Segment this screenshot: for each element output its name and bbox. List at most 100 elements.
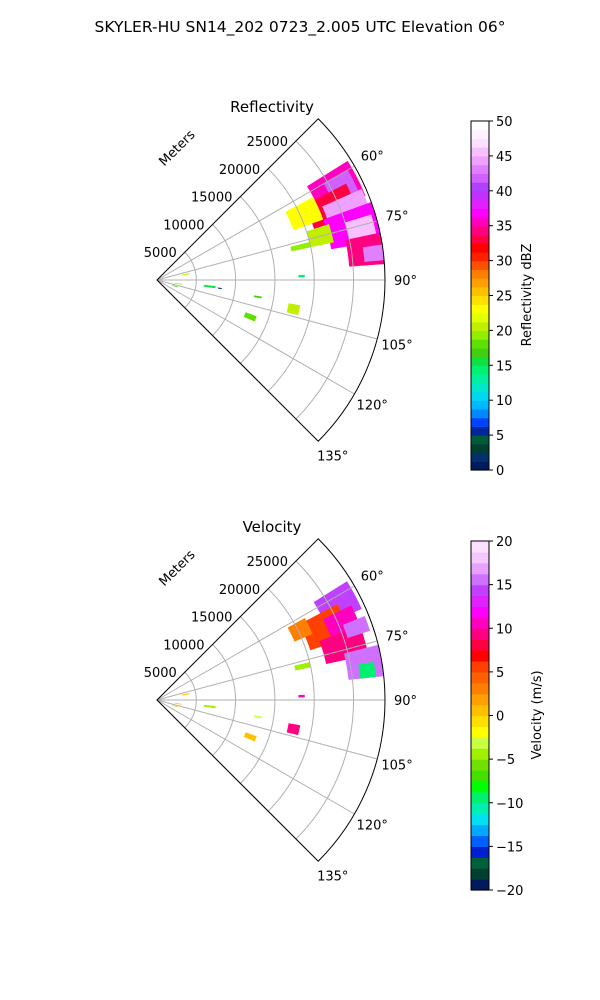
azimuth-tick-label: 120° bbox=[357, 818, 388, 833]
colorbar-swatch bbox=[471, 650, 489, 662]
velocity-colorbar-label: Velocity (m/s) bbox=[530, 670, 545, 759]
reflectivity-subtitle: Reflectivity bbox=[230, 98, 314, 116]
azimuth-tick-label: 135° bbox=[317, 450, 348, 465]
echo-cell bbox=[243, 312, 257, 322]
range-tick-label: 10000 bbox=[163, 638, 204, 653]
velocity-azimuth-ticks: 60° 75° 90° 105° 120° 135° bbox=[317, 570, 417, 885]
echo-cell bbox=[358, 661, 376, 679]
colorbar-tick-label: 20 bbox=[496, 324, 513, 339]
colorbar-swatch bbox=[471, 278, 489, 288]
colorbar-swatch bbox=[471, 225, 489, 236]
range-tick-label: 15000 bbox=[191, 611, 232, 626]
reflectivity-radial-axis-label: Meters bbox=[157, 127, 199, 169]
colorbar-swatch bbox=[471, 129, 489, 140]
colorbar-swatch bbox=[471, 726, 489, 738]
velocity-range-ticks: 5000 10000 15000 20000 25000 bbox=[144, 555, 288, 681]
echo-cell bbox=[173, 702, 182, 705]
figure-title: SKYLER-HU SN14_202 0723_2.005 UTC Elevat… bbox=[95, 18, 506, 37]
azimuth-spoke bbox=[156, 279, 378, 340]
colorbar-swatch bbox=[471, 408, 489, 419]
colorbar-swatch bbox=[471, 660, 489, 673]
azimuth-tick-label: 90° bbox=[394, 274, 417, 289]
echo-cell bbox=[171, 704, 178, 708]
azimuth-tick-label: 60° bbox=[361, 150, 384, 165]
colorbar-swatch bbox=[471, 356, 489, 366]
azimuth-spoke bbox=[156, 585, 355, 701]
velocity-subtitle: Velocity bbox=[243, 518, 302, 536]
colorbar-swatch bbox=[471, 879, 489, 891]
azimuth-spoke bbox=[156, 699, 378, 760]
colorbar-swatch bbox=[471, 304, 489, 314]
azimuth-spoke bbox=[156, 699, 355, 815]
colorbar-tick-label: −10 bbox=[496, 797, 523, 812]
colorbar-swatch bbox=[471, 606, 489, 618]
echo-cell bbox=[306, 224, 334, 248]
colorbar-swatch bbox=[471, 770, 489, 782]
velocity-colorbar: −20 −15 −10 −5 0 5 10 15 20 bbox=[470, 535, 523, 899]
colorbar-tick-label: 25 bbox=[496, 290, 513, 305]
colorbar-swatch bbox=[471, 671, 489, 684]
colorbar-tick-label: 45 bbox=[496, 150, 513, 165]
colorbar-swatch bbox=[471, 382, 489, 393]
colorbar-swatch bbox=[471, 374, 489, 384]
echo-cell bbox=[203, 284, 216, 289]
colorbar-swatch bbox=[471, 443, 489, 454]
colorbar-swatch bbox=[471, 234, 489, 244]
range-tick-label: 5000 bbox=[144, 246, 177, 261]
azimuth-tick-label: 75° bbox=[386, 210, 409, 225]
colorbar-swatch bbox=[471, 426, 489, 436]
echo-cell bbox=[287, 618, 313, 642]
colorbar-swatch bbox=[471, 748, 489, 760]
colorbar-swatch bbox=[471, 846, 489, 858]
echo-cell bbox=[342, 616, 371, 639]
colorbar-swatch bbox=[471, 138, 489, 148]
azimuth-spoke bbox=[156, 640, 378, 701]
echo-cell bbox=[253, 715, 262, 719]
colorbar-swatch bbox=[471, 182, 489, 192]
velocity-radial-axis-label: Meters bbox=[157, 547, 199, 589]
echo-cell bbox=[290, 241, 311, 252]
colorbar-tick-label: 30 bbox=[496, 255, 513, 270]
azimuth-tick-label: 135° bbox=[317, 870, 348, 885]
colorbar-swatch bbox=[471, 417, 489, 427]
colorbar-swatch bbox=[471, 857, 489, 869]
colorbar-swatch bbox=[471, 693, 489, 706]
colorbar-swatch bbox=[471, 813, 489, 826]
colorbar-swatch bbox=[471, 321, 489, 331]
colorbar-tick-label: 0 bbox=[496, 464, 504, 479]
echo-cell bbox=[298, 274, 305, 278]
echo-cell bbox=[243, 732, 257, 742]
colorbar-swatch bbox=[471, 715, 489, 728]
colorbar-swatch bbox=[471, 339, 489, 349]
reflectivity-grid bbox=[156, 118, 386, 442]
colorbar-swatch bbox=[471, 164, 489, 174]
range-tick-label: 25000 bbox=[247, 135, 288, 150]
range-tick-label: 10000 bbox=[163, 218, 204, 233]
colorbar-swatch bbox=[471, 639, 489, 651]
reflectivity-colorbar-label: Reflectivity dBZ bbox=[520, 244, 535, 347]
colorbar-swatch bbox=[471, 173, 489, 183]
colorbar-swatch bbox=[471, 780, 489, 793]
azimuth-tick-label: 120° bbox=[357, 398, 388, 413]
echo-cell bbox=[181, 273, 190, 276]
colorbar-swatch bbox=[471, 584, 489, 597]
colorbar-swatch bbox=[471, 208, 489, 218]
colorbar-swatch bbox=[471, 541, 489, 553]
colorbar-swatch bbox=[471, 147, 489, 157]
echo-cell bbox=[217, 287, 222, 290]
azimuth-tick-label: 105° bbox=[381, 758, 412, 773]
colorbar-tick-label: 40 bbox=[496, 185, 513, 200]
colorbar-swatch bbox=[471, 551, 489, 564]
colorbar-swatch bbox=[471, 824, 489, 837]
colorbar-swatch bbox=[471, 155, 489, 166]
colorbar-swatch bbox=[471, 391, 489, 401]
colorbar-swatch bbox=[471, 435, 489, 445]
colorbar-swatch bbox=[471, 617, 489, 629]
colorbar-swatch bbox=[471, 452, 489, 462]
colorbar-tick-label: −5 bbox=[496, 753, 515, 768]
range-tick-label: 25000 bbox=[247, 555, 288, 570]
echo-cell bbox=[294, 661, 311, 671]
colorbar-tick-label: 50 bbox=[496, 115, 513, 130]
colorbar-swatch bbox=[471, 347, 489, 358]
